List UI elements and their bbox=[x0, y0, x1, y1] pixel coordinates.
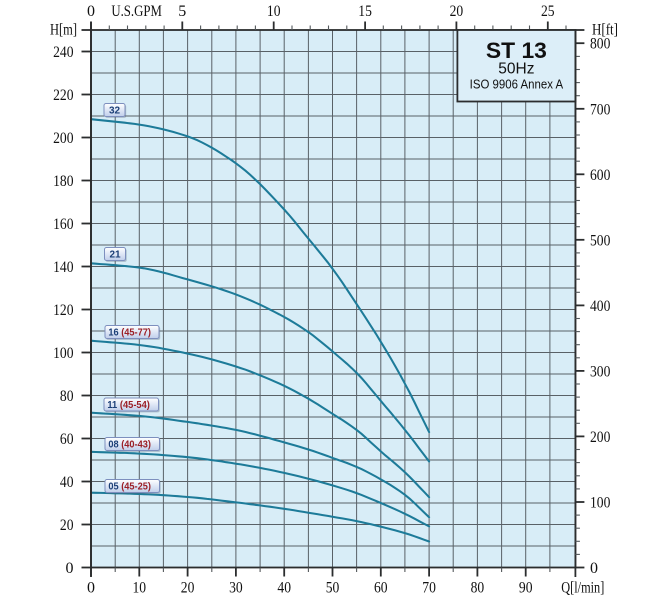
svg-text:140: 140 bbox=[53, 259, 73, 276]
svg-text:60: 60 bbox=[60, 431, 74, 448]
svg-text:0: 0 bbox=[66, 560, 74, 577]
svg-text:30: 30 bbox=[229, 580, 243, 597]
svg-text:08 (40-43): 08 (40-43) bbox=[108, 440, 151, 451]
svg-text:05 (45-25): 05 (45-25) bbox=[108, 482, 151, 493]
svg-text:20: 20 bbox=[181, 580, 195, 597]
svg-text:160: 160 bbox=[53, 216, 73, 233]
svg-text:50: 50 bbox=[326, 580, 340, 597]
svg-text:200: 200 bbox=[53, 130, 73, 147]
svg-text:H[ft]: H[ft] bbox=[592, 22, 618, 39]
svg-text:ST 13: ST 13 bbox=[486, 38, 547, 63]
svg-text:Q[l/min]: Q[l/min] bbox=[561, 580, 604, 597]
svg-text:80: 80 bbox=[471, 580, 485, 597]
svg-text:15: 15 bbox=[358, 3, 372, 20]
svg-text:11 (45-54): 11 (45-54) bbox=[107, 400, 149, 411]
svg-text:21: 21 bbox=[109, 250, 121, 261]
svg-text:25: 25 bbox=[541, 3, 555, 20]
svg-text:0: 0 bbox=[590, 560, 598, 577]
svg-text:100: 100 bbox=[53, 345, 73, 362]
svg-text:5: 5 bbox=[178, 3, 186, 20]
svg-text:300: 300 bbox=[590, 363, 610, 380]
svg-text:80: 80 bbox=[60, 388, 74, 405]
svg-text:10: 10 bbox=[133, 580, 147, 597]
svg-text:220: 220 bbox=[53, 87, 73, 104]
svg-text:90: 90 bbox=[519, 580, 533, 597]
svg-text:H[m]: H[m] bbox=[50, 22, 77, 39]
svg-text:40: 40 bbox=[60, 474, 74, 491]
svg-text:800: 800 bbox=[590, 36, 610, 53]
svg-text:400: 400 bbox=[590, 298, 610, 315]
svg-text:100: 100 bbox=[590, 495, 610, 512]
svg-text:20: 20 bbox=[60, 517, 74, 534]
svg-text:16 (45-77): 16 (45-77) bbox=[108, 328, 151, 339]
svg-text:50Hz: 50Hz bbox=[498, 61, 534, 78]
svg-text:600: 600 bbox=[590, 167, 610, 184]
svg-text:180: 180 bbox=[53, 173, 73, 190]
svg-text:70: 70 bbox=[422, 580, 436, 597]
svg-text:60: 60 bbox=[374, 580, 388, 597]
svg-text:120: 120 bbox=[53, 302, 73, 319]
svg-text:10: 10 bbox=[267, 3, 281, 20]
svg-text:40: 40 bbox=[277, 580, 291, 597]
svg-text:0: 0 bbox=[87, 3, 95, 20]
svg-text:240: 240 bbox=[53, 44, 73, 61]
svg-text:500: 500 bbox=[590, 232, 610, 249]
svg-text:700: 700 bbox=[590, 101, 610, 118]
svg-text:20: 20 bbox=[450, 3, 464, 20]
svg-text:ISO 9906 Annex A: ISO 9906 Annex A bbox=[470, 77, 564, 92]
svg-text:0: 0 bbox=[87, 580, 95, 597]
svg-text:U.S.GPM: U.S.GPM bbox=[111, 3, 162, 20]
svg-text:200: 200 bbox=[590, 429, 610, 446]
svg-text:32: 32 bbox=[109, 106, 121, 117]
